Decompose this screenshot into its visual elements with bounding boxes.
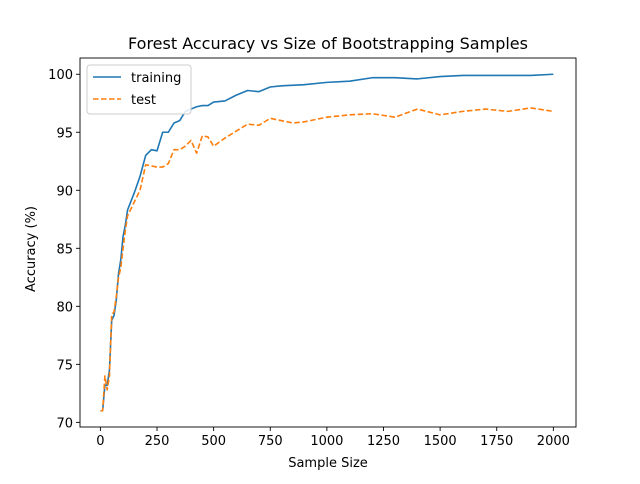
legend-label-training: training	[131, 71, 181, 86]
chart-title: Forest Accuracy vs Size of Bootstrapping…	[128, 34, 528, 53]
x-tick-label: 1000	[310, 434, 343, 449]
x-tick-label: 1500	[424, 434, 457, 449]
x-tick-label: 0	[96, 434, 104, 449]
series-line-training	[100, 73, 554, 412]
x-tick-label: 500	[201, 434, 226, 449]
x-tick-label: 750	[258, 434, 283, 449]
y-tick-label: 75	[56, 358, 73, 373]
x-tick-label: 2000	[537, 434, 570, 449]
x-tick-label: 1750	[480, 434, 513, 449]
axes: 0 250 500 750 1000 1250 1500 1750 2000 70 75 80 85 90…	[48, 57, 577, 449]
x-axis-label: Sample Size	[288, 456, 368, 471]
y-axis-label: Accuracy (%)	[24, 206, 39, 292]
y-tick-label: 90	[56, 184, 73, 199]
y-tick-label: 85	[56, 242, 73, 257]
y-tick-label: 80	[56, 300, 73, 315]
y-tick-label: 95	[56, 126, 73, 141]
plot-frame	[79, 57, 577, 428]
series-line-test	[100, 107, 554, 412]
plot-area	[100, 73, 554, 412]
x-tick-label: 1250	[367, 434, 400, 449]
legend: training test	[86, 64, 192, 115]
legend-label-test: test	[131, 93, 156, 108]
y-tick-label: 70	[56, 416, 73, 431]
x-tick-label: 250	[145, 434, 170, 449]
y-tick-label: 100	[48, 68, 73, 83]
